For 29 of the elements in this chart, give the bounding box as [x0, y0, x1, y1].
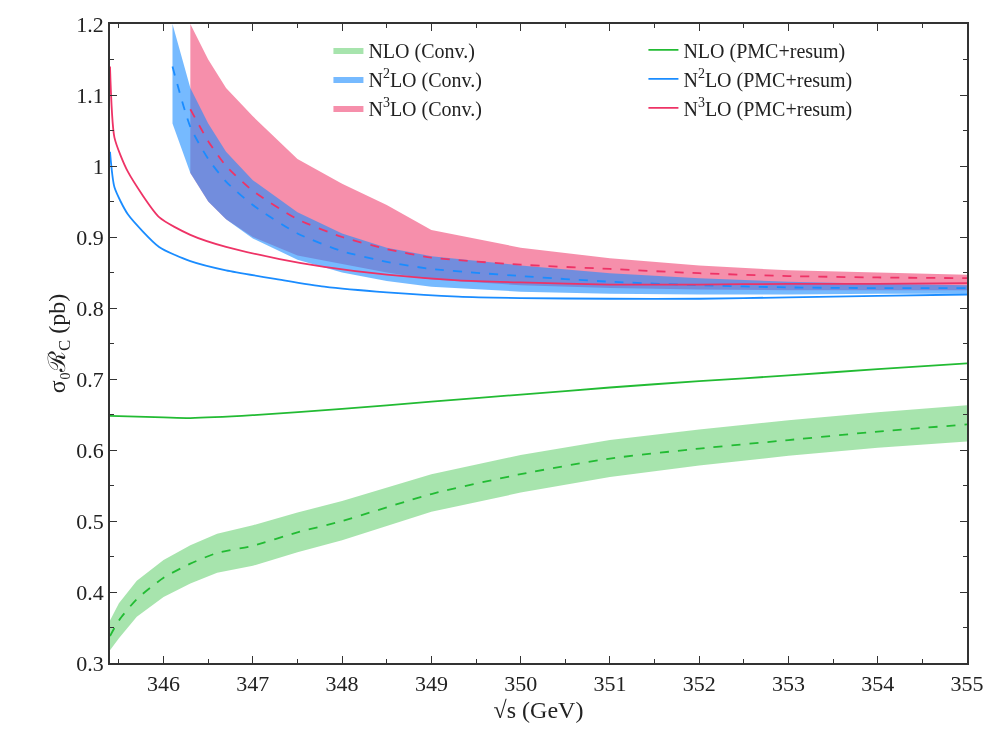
y-tick-label: 0.4 — [76, 579, 104, 605]
legend-label: N$^{3}$LO (Conv.) — [368, 95, 482, 121]
y-tick-label: 0.9 — [76, 224, 104, 250]
legend-label: NLO (Conv.) — [368, 39, 475, 63]
line-series — [110, 150, 967, 300]
x-axis-title: √s (GeV) — [493, 696, 584, 723]
x-tick-label: 349 — [414, 671, 448, 697]
x-tick-label: 351 — [593, 671, 627, 697]
legend-label: N$^{2}$LO (PMC+resum) — [683, 66, 853, 92]
line-series — [110, 362, 967, 419]
x-tick-label: 350 — [504, 671, 538, 697]
y-tick-label: 1.2 — [76, 11, 104, 37]
x-tick-label: 346 — [147, 671, 181, 697]
x-tick-label: 347 — [236, 671, 270, 697]
legend-label: NLO (PMC+resum) — [683, 39, 846, 63]
y-tick-label: 1 — [92, 153, 104, 179]
x-tick-label: 354 — [861, 671, 895, 697]
x-tick-label: 348 — [325, 671, 359, 697]
x-tick-label: 352 — [682, 671, 716, 697]
y-tick-label: 0.8 — [76, 295, 104, 321]
y-tick-label: 0.7 — [76, 366, 104, 392]
legend-label: N$^{2}$LO (Conv.) — [368, 66, 482, 92]
legend-label: N$^{3}$LO (PMC+resum) — [683, 95, 853, 121]
y-tick-label: 0.6 — [76, 437, 104, 463]
x-tick-label: 355 — [950, 671, 984, 697]
x-tick-label: 353 — [771, 671, 805, 697]
y-tick-label: 0.3 — [76, 650, 104, 676]
y-tick-label: 1.1 — [76, 82, 104, 108]
y-tick-label: 0.5 — [76, 508, 104, 534]
